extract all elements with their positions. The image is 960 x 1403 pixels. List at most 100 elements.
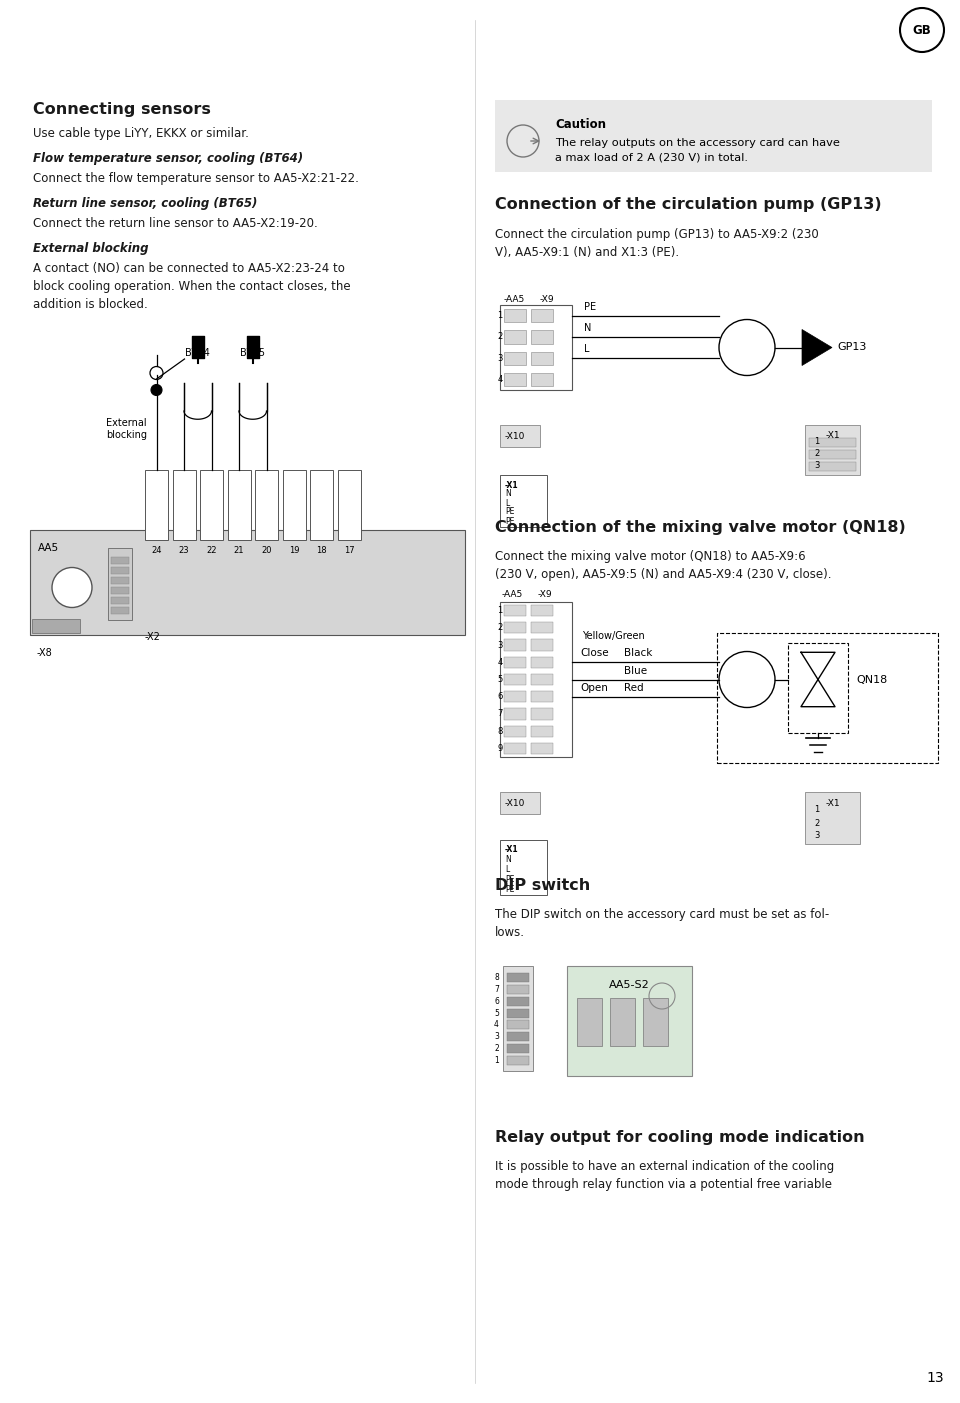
FancyBboxPatch shape xyxy=(507,1020,529,1030)
FancyBboxPatch shape xyxy=(500,476,547,528)
FancyBboxPatch shape xyxy=(504,622,526,633)
FancyBboxPatch shape xyxy=(531,309,553,323)
Text: 4: 4 xyxy=(497,375,502,384)
Text: 2: 2 xyxy=(497,623,502,633)
Text: 24: 24 xyxy=(152,546,161,556)
FancyBboxPatch shape xyxy=(504,640,526,651)
FancyBboxPatch shape xyxy=(531,622,553,633)
FancyBboxPatch shape xyxy=(507,1033,529,1041)
Text: 2: 2 xyxy=(814,449,820,457)
Text: 3: 3 xyxy=(814,832,820,840)
Text: -X1: -X1 xyxy=(826,431,840,441)
Text: Caution: Caution xyxy=(555,118,606,130)
Text: 23: 23 xyxy=(179,546,189,556)
FancyBboxPatch shape xyxy=(111,567,129,574)
Text: N: N xyxy=(584,323,591,333)
Circle shape xyxy=(719,320,775,376)
Text: Yellow/Green: Yellow/Green xyxy=(582,631,645,641)
FancyBboxPatch shape xyxy=(504,657,526,668)
Text: Connect the mixing valve motor (QN18) to AA5-X9:6
(230 V, open), AA5-X9:5 (N) an: Connect the mixing valve motor (QN18) to… xyxy=(495,550,831,581)
Text: Close: Close xyxy=(580,648,609,658)
FancyBboxPatch shape xyxy=(32,619,80,633)
FancyBboxPatch shape xyxy=(531,725,553,737)
Text: 13: 13 xyxy=(926,1371,944,1385)
FancyBboxPatch shape xyxy=(504,330,526,344)
Text: 2: 2 xyxy=(814,818,820,828)
FancyBboxPatch shape xyxy=(531,709,553,720)
Text: -AA5: -AA5 xyxy=(502,591,523,599)
Text: Blue: Blue xyxy=(624,665,647,675)
Text: -X9: -X9 xyxy=(538,591,553,599)
Text: AA5-S2: AA5-S2 xyxy=(610,981,650,991)
Text: Connect the flow temperature sensor to AA5-X2:21-22.: Connect the flow temperature sensor to A… xyxy=(33,173,359,185)
FancyBboxPatch shape xyxy=(503,967,533,1070)
Text: N: N xyxy=(505,490,511,498)
FancyBboxPatch shape xyxy=(809,438,856,448)
Text: 2: 2 xyxy=(494,1044,499,1054)
Text: N: N xyxy=(505,856,511,864)
FancyBboxPatch shape xyxy=(504,605,526,616)
Text: M: M xyxy=(741,669,754,682)
FancyBboxPatch shape xyxy=(173,470,196,540)
Text: -AA5: -AA5 xyxy=(504,295,525,304)
FancyBboxPatch shape xyxy=(111,598,129,605)
Text: 4: 4 xyxy=(497,658,502,666)
Text: 7: 7 xyxy=(497,710,502,718)
Text: 6: 6 xyxy=(497,692,502,702)
FancyBboxPatch shape xyxy=(338,470,361,540)
FancyBboxPatch shape xyxy=(504,309,526,323)
Text: AA5: AA5 xyxy=(38,543,60,553)
FancyBboxPatch shape xyxy=(531,673,553,685)
FancyBboxPatch shape xyxy=(255,470,278,540)
FancyBboxPatch shape xyxy=(504,352,526,365)
Text: PE: PE xyxy=(505,508,515,516)
Text: 1: 1 xyxy=(814,436,820,446)
Text: -X8: -X8 xyxy=(37,648,53,658)
Text: 3: 3 xyxy=(497,641,502,650)
Text: The relay outputs on the accessory card can have
a max load of 2 A (230 V) in to: The relay outputs on the accessory card … xyxy=(555,137,840,161)
FancyBboxPatch shape xyxy=(507,1009,529,1017)
Text: 8: 8 xyxy=(494,972,499,982)
Text: 3: 3 xyxy=(497,354,502,362)
FancyBboxPatch shape xyxy=(108,549,132,620)
Text: -X10: -X10 xyxy=(505,798,525,808)
FancyBboxPatch shape xyxy=(310,470,333,540)
FancyBboxPatch shape xyxy=(500,602,572,758)
FancyBboxPatch shape xyxy=(788,643,848,732)
Text: GB: GB xyxy=(913,24,931,36)
Text: 2: 2 xyxy=(497,333,502,341)
Text: 18: 18 xyxy=(316,546,326,556)
Text: -X1: -X1 xyxy=(505,846,518,854)
Text: External blocking: External blocking xyxy=(33,241,149,255)
FancyBboxPatch shape xyxy=(809,450,856,459)
FancyBboxPatch shape xyxy=(30,530,465,636)
Text: Connecting sensors: Connecting sensors xyxy=(33,102,211,116)
Circle shape xyxy=(151,384,162,396)
Text: BT64: BT64 xyxy=(185,348,210,358)
FancyBboxPatch shape xyxy=(531,330,553,344)
Text: -X10: -X10 xyxy=(505,432,525,441)
Text: Flow temperature sensor, cooling (BT64): Flow temperature sensor, cooling (BT64) xyxy=(33,152,303,166)
Text: 9: 9 xyxy=(497,744,502,753)
FancyBboxPatch shape xyxy=(111,586,129,593)
Text: 7: 7 xyxy=(494,985,499,993)
Text: 17: 17 xyxy=(344,546,354,556)
FancyBboxPatch shape xyxy=(531,605,553,616)
Text: L: L xyxy=(505,498,509,508)
Text: DIP switch: DIP switch xyxy=(495,878,590,892)
Text: 3: 3 xyxy=(494,1033,499,1041)
FancyBboxPatch shape xyxy=(809,462,856,471)
Text: PE: PE xyxy=(505,516,515,526)
FancyBboxPatch shape xyxy=(531,692,553,703)
Text: Red: Red xyxy=(624,683,643,693)
Text: GP13: GP13 xyxy=(837,342,866,352)
FancyBboxPatch shape xyxy=(504,709,526,720)
Text: 8: 8 xyxy=(497,727,502,735)
Text: 1: 1 xyxy=(497,606,502,615)
Text: 6: 6 xyxy=(494,996,499,1006)
FancyBboxPatch shape xyxy=(805,425,860,476)
Text: It is possible to have an external indication of the cooling
mode through relay : It is possible to have an external indic… xyxy=(495,1160,834,1191)
FancyBboxPatch shape xyxy=(500,840,547,895)
FancyBboxPatch shape xyxy=(577,998,602,1047)
FancyBboxPatch shape xyxy=(531,352,553,365)
